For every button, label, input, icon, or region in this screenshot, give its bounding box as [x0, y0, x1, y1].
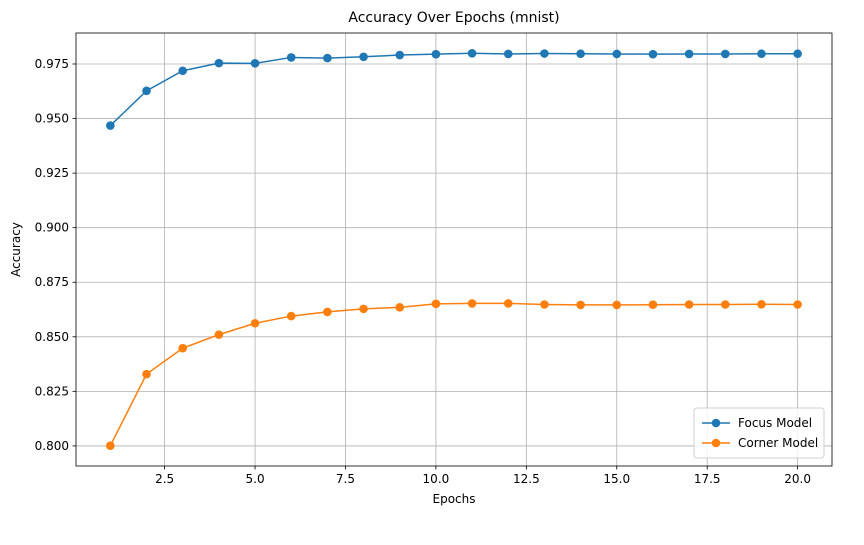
data-point	[214, 58, 224, 68]
data-point	[503, 299, 513, 308]
x-axis-ticks: 2.5 5.0 7.5 10.0 12.5 15.0 17.5 20.0	[155, 466, 811, 486]
x-axis-label: Epochs	[433, 492, 476, 506]
data-point	[431, 49, 441, 59]
data-point	[793, 300, 802, 309]
data-point	[720, 49, 730, 59]
data-point	[142, 369, 151, 379]
y-tick-label: 0.800	[35, 439, 69, 453]
data-point	[431, 299, 441, 309]
x-tick-label: 12.5	[513, 472, 540, 486]
data-point	[178, 66, 188, 76]
data-point	[359, 52, 368, 62]
x-tick-label: 10.0	[423, 472, 450, 486]
data-point	[467, 48, 477, 58]
legend: Focus Model Corner Model	[693, 407, 825, 459]
data-point	[142, 86, 151, 96]
series-line	[109, 302, 798, 447]
x-tick-label: 5.0	[246, 472, 265, 486]
data-point	[612, 49, 622, 59]
y-axis-ticks: 0.800 0.825 0.850 0.875 0.900 0.925 0.950 0.975	[35, 57, 76, 453]
data-point	[540, 300, 549, 309]
plot-frame	[75, 32, 833, 467]
y-tick-label: 0.975	[35, 57, 69, 71]
data-point	[648, 49, 658, 59]
data-point	[286, 311, 296, 321]
series-focus-model	[106, 48, 802, 130]
data-point	[250, 318, 260, 328]
data-point	[214, 330, 224, 339]
data-point	[576, 300, 585, 310]
data-point	[106, 441, 115, 451]
data-point	[684, 49, 694, 59]
y-axis-label: Accuracy	[9, 222, 23, 277]
series-line	[109, 52, 798, 127]
data-point	[106, 121, 115, 130]
data-point	[720, 300, 730, 309]
legend-swatch-marker	[711, 418, 721, 428]
x-tick-label: 15.0	[603, 472, 630, 486]
y-tick-label: 0.875	[35, 275, 69, 289]
data-point	[503, 49, 513, 59]
data-point	[576, 49, 585, 59]
legend-label: Corner Model	[738, 436, 818, 450]
data-point	[612, 300, 622, 310]
series-corner-model	[106, 299, 802, 451]
legend-swatch-marker	[711, 438, 721, 448]
chart-title: Accuracy Over Epochs (mnist)	[348, 10, 559, 26]
data-point	[648, 300, 658, 310]
data-point	[359, 304, 368, 314]
y-tick-label: 0.850	[35, 330, 69, 344]
y-tick-label: 0.950	[35, 112, 69, 126]
data-point	[395, 50, 405, 60]
data-point	[684, 300, 694, 309]
x-tick-label: 20.0	[784, 472, 811, 486]
series-layer	[106, 48, 802, 451]
data-point	[250, 59, 260, 68]
data-point	[286, 53, 296, 62]
y-tick-label: 0.900	[35, 221, 69, 235]
data-point	[467, 299, 477, 308]
data-point	[793, 49, 802, 59]
data-point	[323, 53, 332, 63]
y-tick-label: 0.825	[35, 384, 69, 398]
data-point	[757, 49, 766, 59]
legend-frame	[693, 407, 825, 459]
data-point	[757, 299, 766, 309]
data-point	[323, 307, 332, 317]
data-point	[395, 303, 405, 312]
x-tick-label: 17.5	[694, 472, 721, 486]
data-point	[540, 49, 549, 58]
x-tick-label: 2.5	[155, 472, 174, 486]
legend-label: Focus Model	[738, 416, 812, 430]
x-tick-label: 7.5	[336, 472, 355, 486]
grid	[76, 33, 832, 466]
data-point	[178, 343, 188, 353]
y-tick-label: 0.925	[35, 166, 69, 180]
